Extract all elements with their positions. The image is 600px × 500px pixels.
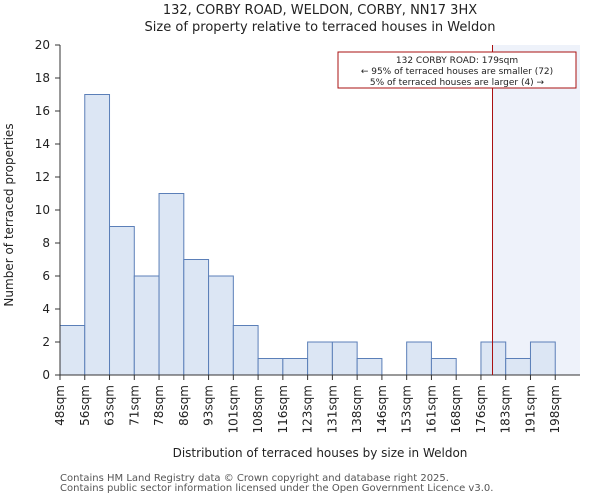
y-tick-label: 16 xyxy=(35,104,50,118)
x-tick-label: 176sqm xyxy=(474,385,488,433)
annotation-box xyxy=(337,51,577,89)
bar-123sqm xyxy=(307,341,333,376)
x-tick-label: 138sqm xyxy=(350,385,364,433)
bar-131sqm xyxy=(331,341,358,376)
annotation-line-1: 132 CORBY ROAD: 179sqm xyxy=(396,56,518,66)
y-tick-label: 14 xyxy=(35,137,50,151)
y-tick-label: 20 xyxy=(35,38,50,52)
footer-line-1: Contains HM Land Registry data © Crown c… xyxy=(60,473,449,484)
x-tick-label: 183sqm xyxy=(499,385,513,433)
bar-56sqm xyxy=(84,94,111,376)
x-tick-label: 168sqm xyxy=(449,385,463,433)
x-tick-label: 123sqm xyxy=(301,385,315,433)
bar-71sqm xyxy=(133,275,160,376)
bar-191sqm xyxy=(529,341,556,376)
x-tick-label: 198sqm xyxy=(548,385,562,433)
bar-138sqm xyxy=(356,358,383,376)
x-tick-label: 191sqm xyxy=(523,385,537,433)
x-tick-label: 56sqm xyxy=(78,385,92,426)
bar-176sqm xyxy=(480,341,507,376)
x-tick-label: 108sqm xyxy=(251,385,265,433)
y-tick-label: 4 xyxy=(42,302,50,316)
annotation-line-3: 5% of terraced houses are larger (4) → xyxy=(370,78,545,88)
x-tick-label: 101sqm xyxy=(226,385,240,433)
x-tick-label: 116sqm xyxy=(276,385,290,433)
x-tick-label: 71sqm xyxy=(127,385,141,426)
highlight-region xyxy=(492,45,580,375)
x-tick-label: 48sqm xyxy=(53,385,67,426)
footer-line-2: Contains public sector information licen… xyxy=(60,483,494,494)
chart-title: 132, CORBY ROAD, WELDON, CORBY, NN17 3HX xyxy=(163,3,477,18)
bar-93sqm xyxy=(208,275,234,376)
y-tick-label: 12 xyxy=(35,170,50,184)
bar-78sqm xyxy=(158,193,185,376)
x-tick-label: 86sqm xyxy=(177,385,191,426)
bar-63sqm xyxy=(109,226,135,376)
bar-153sqm xyxy=(406,341,432,376)
bar-108sqm xyxy=(257,358,284,376)
y-tick-label: 6 xyxy=(42,269,50,283)
x-tick-label: 146sqm xyxy=(375,385,389,433)
bar-48sqm xyxy=(59,325,86,376)
bar-116sqm xyxy=(282,358,309,376)
x-tick-label: 63sqm xyxy=(103,385,117,426)
bar-101sqm xyxy=(232,325,259,376)
x-tick-label: 131sqm xyxy=(325,385,339,433)
y-tick-label: 0 xyxy=(42,368,50,382)
y-tick-label: 18 xyxy=(35,71,50,85)
y-axis-label: Number of terraced properties xyxy=(2,123,16,306)
annotation-line-2: ← 95% of terraced houses are smaller (72… xyxy=(361,67,553,77)
x-tick-label: 153sqm xyxy=(400,385,414,433)
y-tick-label: 2 xyxy=(42,335,50,349)
bar-161sqm xyxy=(430,358,457,376)
x-tick-label: 93sqm xyxy=(202,385,216,426)
x-tick-label: 161sqm xyxy=(424,385,438,433)
chart-subtitle: Size of property relative to terraced ho… xyxy=(145,20,496,35)
bar-86sqm xyxy=(183,259,210,376)
y-tick-label: 8 xyxy=(42,236,50,250)
bar-183sqm xyxy=(505,358,531,376)
x-axis-label: Distribution of terraced houses by size … xyxy=(173,446,468,460)
x-tick-label: 78sqm xyxy=(152,385,166,426)
y-tick-label: 10 xyxy=(35,203,50,217)
